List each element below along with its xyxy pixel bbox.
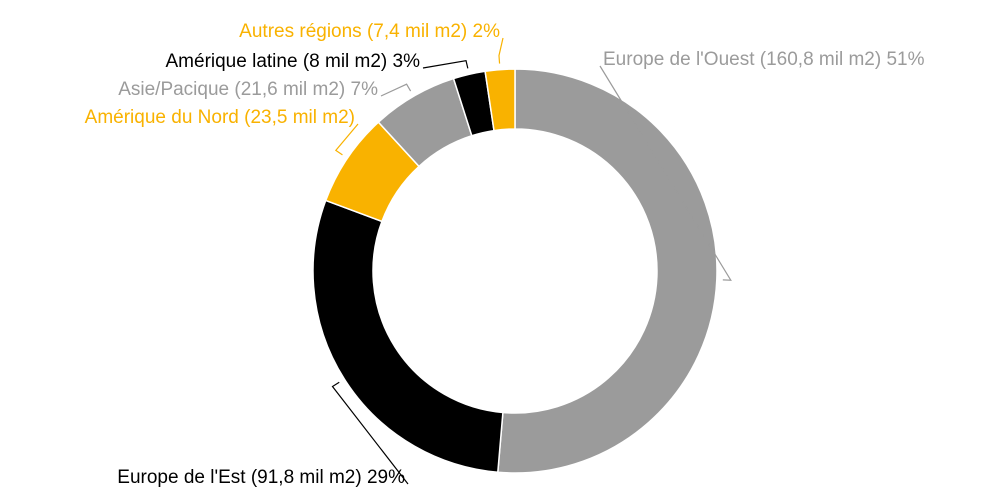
donut-segment <box>484 68 516 132</box>
category-label: Asie/Pacique <box>118 79 229 100</box>
slice-label: Amérique latine (8 mil m2) 3% <box>166 51 421 72</box>
value-label: (91,8 mil m2) 29% <box>251 467 405 488</box>
leader-line <box>599 65 732 281</box>
leader-line <box>422 59 469 69</box>
value-label: (8 mil m2) 3% <box>303 51 420 72</box>
category-label: Europe de l'Est <box>117 467 246 488</box>
donut-segment <box>496 68 718 474</box>
slice-label: Amérique du Nord (23,5 mil m2) <box>85 107 355 128</box>
slice-label: Asie/Pacique (21,6 mil m2) 7% <box>118 79 378 100</box>
category-label: Europe de l'Ouest <box>603 49 755 70</box>
category-label: Amérique latine <box>166 51 298 72</box>
slice-label: Autres régions (7,4 mil m2) 2% <box>239 21 500 42</box>
leader-line <box>498 37 504 64</box>
value-label: (23,5 mil m2) <box>244 107 355 128</box>
value-label: (160,8 mil m2) 51% <box>760 49 925 70</box>
value-label: (7,4 mil m2) 2% <box>367 21 500 42</box>
category-label: Autres régions <box>239 21 362 42</box>
donut-segment <box>312 199 504 474</box>
leader-line <box>334 123 359 156</box>
slice-label: Europe de l'Est (91,8 mil m2) 29% <box>117 467 405 488</box>
slice-label: Europe de l'Ouest (160,8 mil m2) 51% <box>603 49 925 70</box>
leader-line <box>331 381 409 485</box>
leader-line <box>380 83 412 97</box>
category-label: Amérique du Nord <box>85 107 239 128</box>
value-label: (21,6 mil m2) 7% <box>234 79 378 100</box>
